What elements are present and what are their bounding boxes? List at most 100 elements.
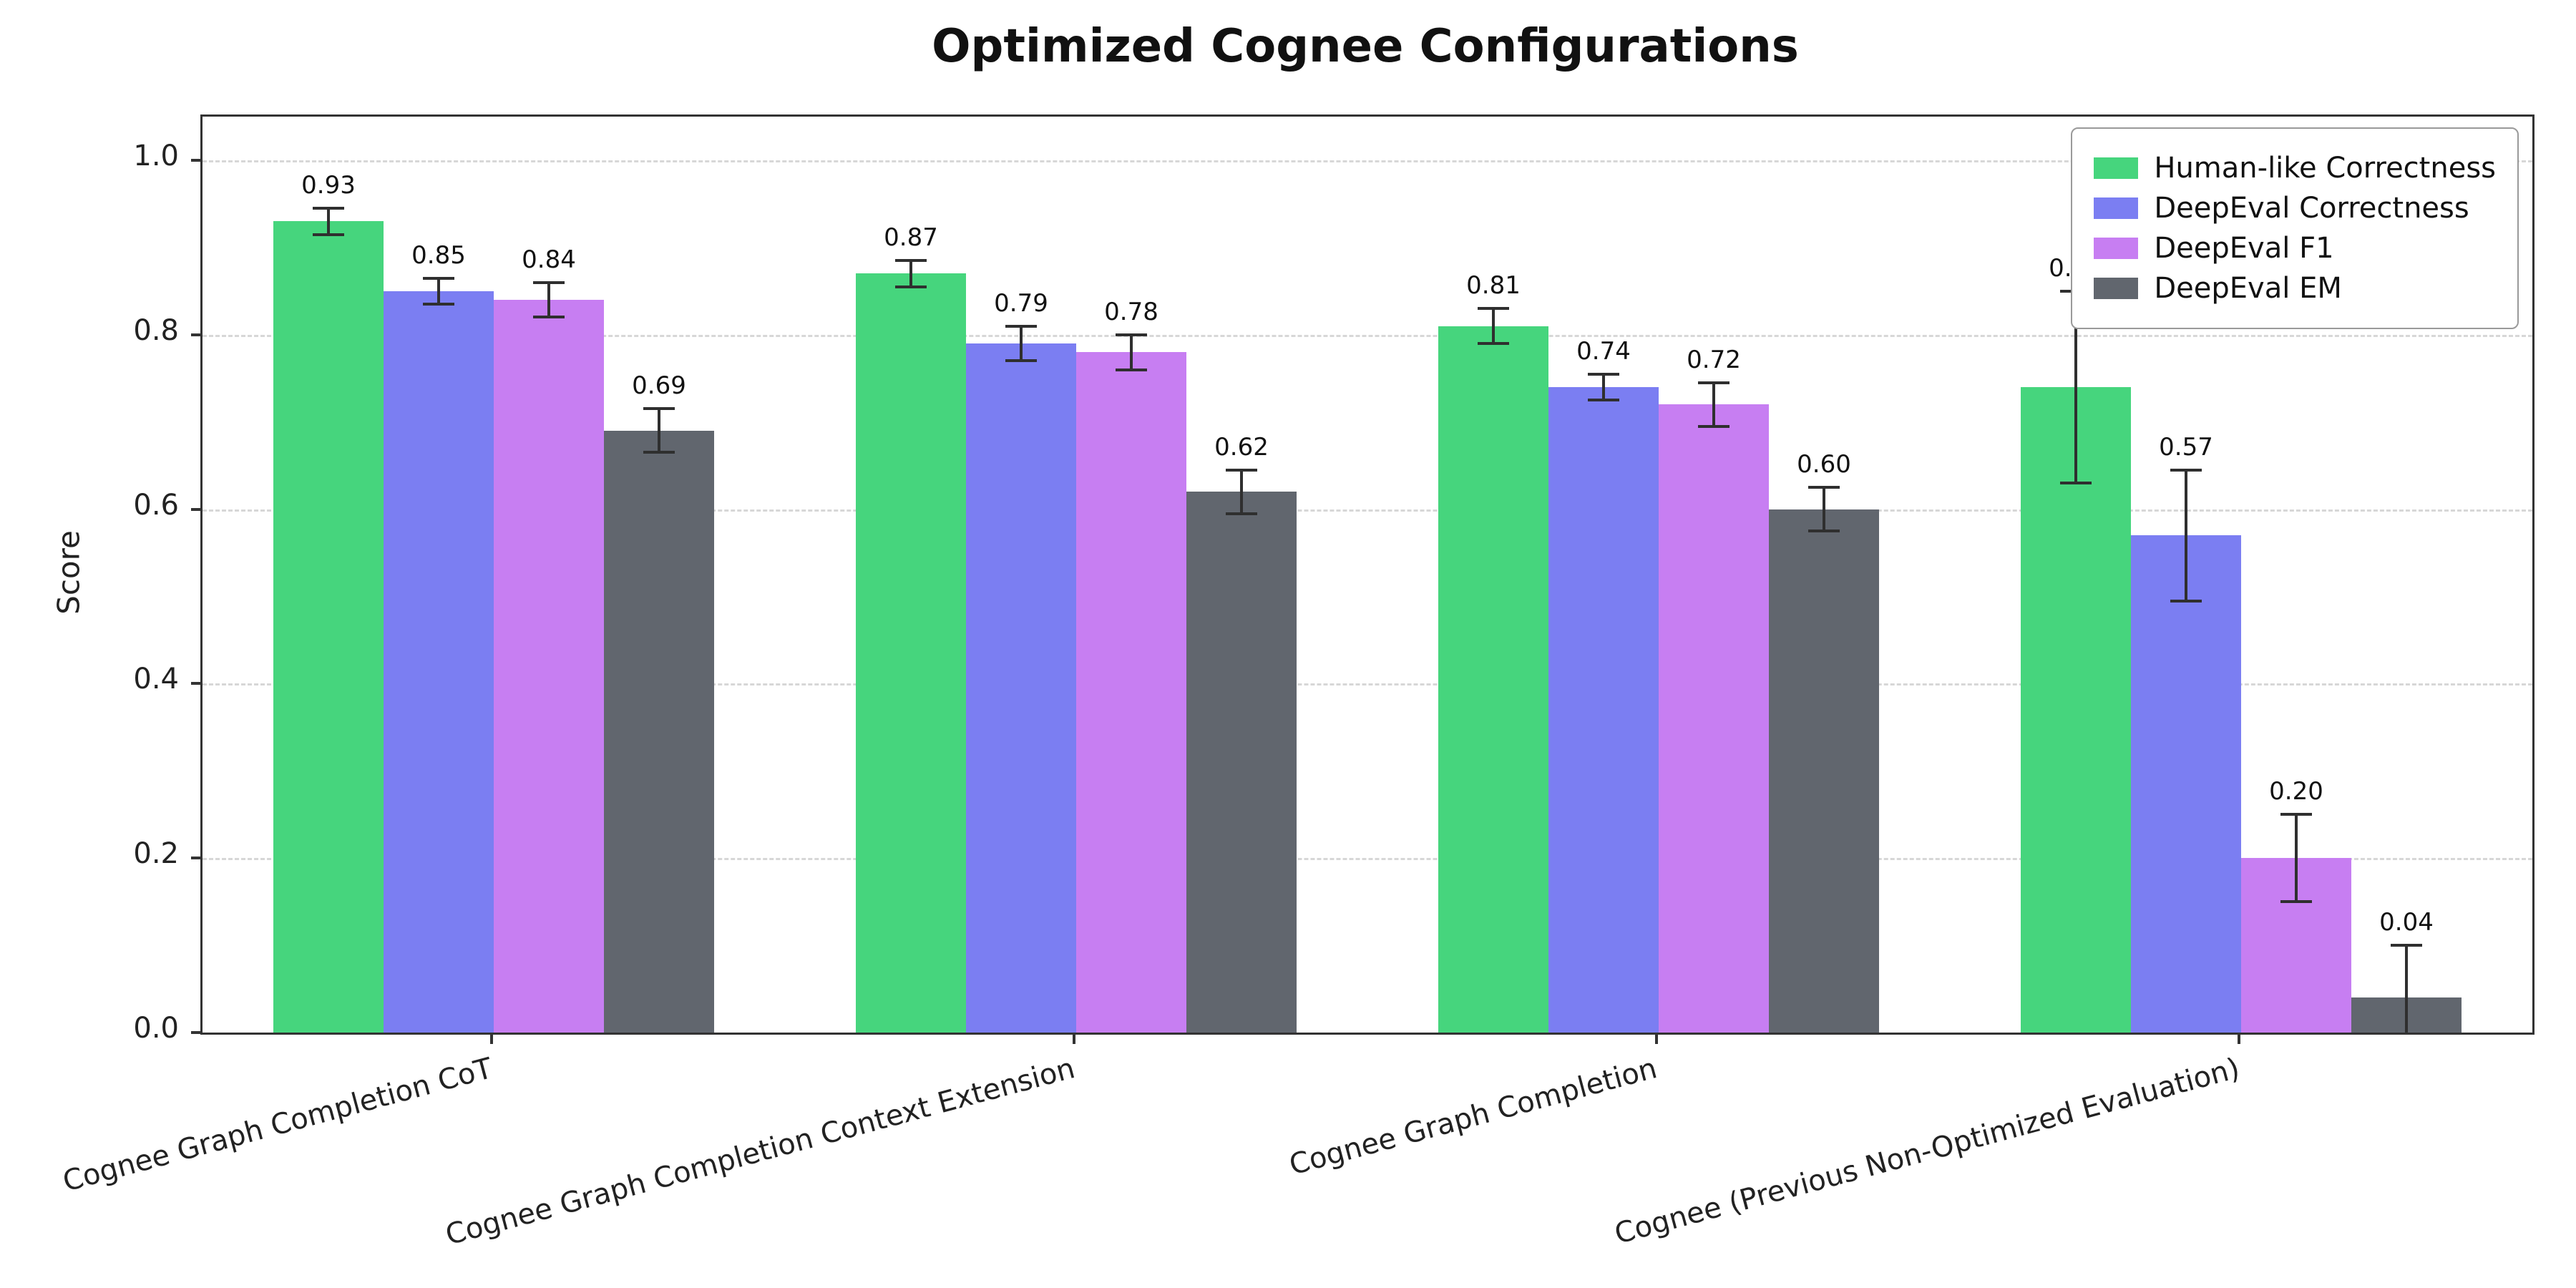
error-bar <box>2295 814 2298 902</box>
grid-line <box>203 509 2532 512</box>
bar <box>1438 326 1548 1033</box>
error-bar <box>1492 308 1495 343</box>
y-tick-label: 0.6 <box>133 488 179 522</box>
error-bar-cap <box>2280 813 2312 816</box>
legend-swatch <box>2094 238 2139 259</box>
bar-value-label: 0.79 <box>994 288 1048 318</box>
error-bar-cap <box>1116 333 1147 336</box>
bar <box>604 430 714 1033</box>
legend-label: DeepEval Correctness <box>2154 192 2469 225</box>
y-tick-label: 0.4 <box>133 663 179 696</box>
y-tick-label: 0.0 <box>133 1012 179 1045</box>
error-bar <box>1823 487 1825 532</box>
x-tick-label: Cognee Graph Completion CoT <box>59 1052 496 1199</box>
bar-value-label: 0.85 <box>411 240 466 270</box>
y-tick-label: 0.2 <box>133 837 179 871</box>
error-bar-cap <box>533 316 565 319</box>
error-bar <box>1602 374 1605 401</box>
legend-item: DeepEval F1 <box>2094 232 2496 265</box>
bar <box>384 291 494 1033</box>
bar <box>2131 535 2241 1033</box>
error-bar-cap <box>313 233 344 236</box>
error-bar-cap <box>2170 468 2202 472</box>
x-tick-label: Cognee Graph Completion <box>1286 1052 1661 1182</box>
x-tick-mark <box>490 1033 493 1044</box>
bar-value-label: 0.62 <box>1214 432 1269 462</box>
error-bar-cap <box>533 280 565 284</box>
y-tick-mark <box>191 333 203 336</box>
error-bar-cap <box>1005 324 1037 328</box>
legend: Human-like Correctness DeepEval Correctne… <box>2071 127 2519 329</box>
error-bar-cap <box>2280 900 2312 904</box>
error-bar-cap <box>1698 381 1729 384</box>
legend-swatch <box>2094 157 2139 179</box>
y-tick-mark <box>191 158 203 162</box>
legend-label: DeepEval EM <box>2154 272 2342 305</box>
error-bar-cap <box>1478 341 1509 345</box>
error-bar <box>658 409 660 453</box>
bar-value-label: 0.04 <box>2379 908 2434 937</box>
chart-title: Optimized Cognee Configurations <box>932 20 1799 73</box>
grid-line <box>203 1033 2532 1035</box>
x-tick-mark <box>1655 1033 1658 1044</box>
error-bar <box>327 208 330 235</box>
error-bar-cap <box>313 207 344 210</box>
error-bar-cap <box>1005 359 1037 363</box>
error-bar-cap <box>1116 368 1147 371</box>
legend-item: Human-like Correctness <box>2094 152 2496 185</box>
x-tick-mark <box>2238 1033 2240 1044</box>
error-bar <box>909 260 912 287</box>
bar <box>494 300 604 1033</box>
bar <box>2021 386 2131 1033</box>
bar-value-label: 0.84 <box>522 245 576 274</box>
grid-line <box>203 858 2532 861</box>
error-bar-cap <box>2170 599 2202 602</box>
error-bar-cap <box>1226 512 1257 515</box>
bar-value-label: 0.60 <box>1797 450 1851 479</box>
bar-value-label: 0.74 <box>1576 336 1631 366</box>
error-bar <box>1240 469 1243 514</box>
error-bar-cap <box>895 285 927 288</box>
error-bar-cap <box>895 259 927 263</box>
y-axis-label: Score <box>51 530 87 615</box>
y-tick-label: 1.0 <box>133 139 179 172</box>
bar <box>1548 386 1659 1033</box>
error-bar <box>2405 945 2408 1033</box>
error-bar-cap <box>423 303 454 306</box>
legend-swatch <box>2094 197 2139 219</box>
bar-value-label: 0.69 <box>632 371 686 401</box>
error-bar-cap <box>423 276 454 280</box>
error-bar-cap <box>1698 424 1729 428</box>
error-bar-cap <box>2391 944 2422 947</box>
error-bar <box>2074 291 2077 483</box>
error-bar <box>437 278 440 305</box>
error-bar <box>1712 382 1715 426</box>
bar <box>856 273 966 1033</box>
error-bar-cap <box>1226 468 1257 472</box>
y-tick-mark <box>191 1031 203 1034</box>
legend-label: DeepEval F1 <box>2154 232 2334 265</box>
bar <box>1186 492 1297 1033</box>
bar <box>273 221 384 1033</box>
y-tick-label: 0.8 <box>133 313 179 347</box>
error-bar-cap <box>2060 482 2092 484</box>
y-tick-mark <box>191 682 203 686</box>
bar-value-label: 0.78 <box>1104 297 1158 326</box>
error-bar-cap <box>643 451 675 454</box>
legend-item: DeepEval EM <box>2094 272 2496 305</box>
grid-line <box>203 683 2532 686</box>
bar-value-label: 0.72 <box>1687 345 1741 374</box>
grid-line <box>203 334 2532 337</box>
legend-item: DeepEval Correctness <box>2094 192 2496 225</box>
error-bar <box>1020 326 1023 361</box>
error-bar <box>547 282 550 318</box>
error-bar <box>2185 469 2187 601</box>
error-bar-cap <box>1808 530 1840 533</box>
error-bar <box>1130 334 1133 370</box>
bar <box>1769 509 1879 1033</box>
x-tick-mark <box>1073 1033 1075 1044</box>
error-bar-cap <box>1588 372 1619 376</box>
error-bar-cap <box>1478 307 1509 311</box>
error-bar-cap <box>643 407 675 411</box>
